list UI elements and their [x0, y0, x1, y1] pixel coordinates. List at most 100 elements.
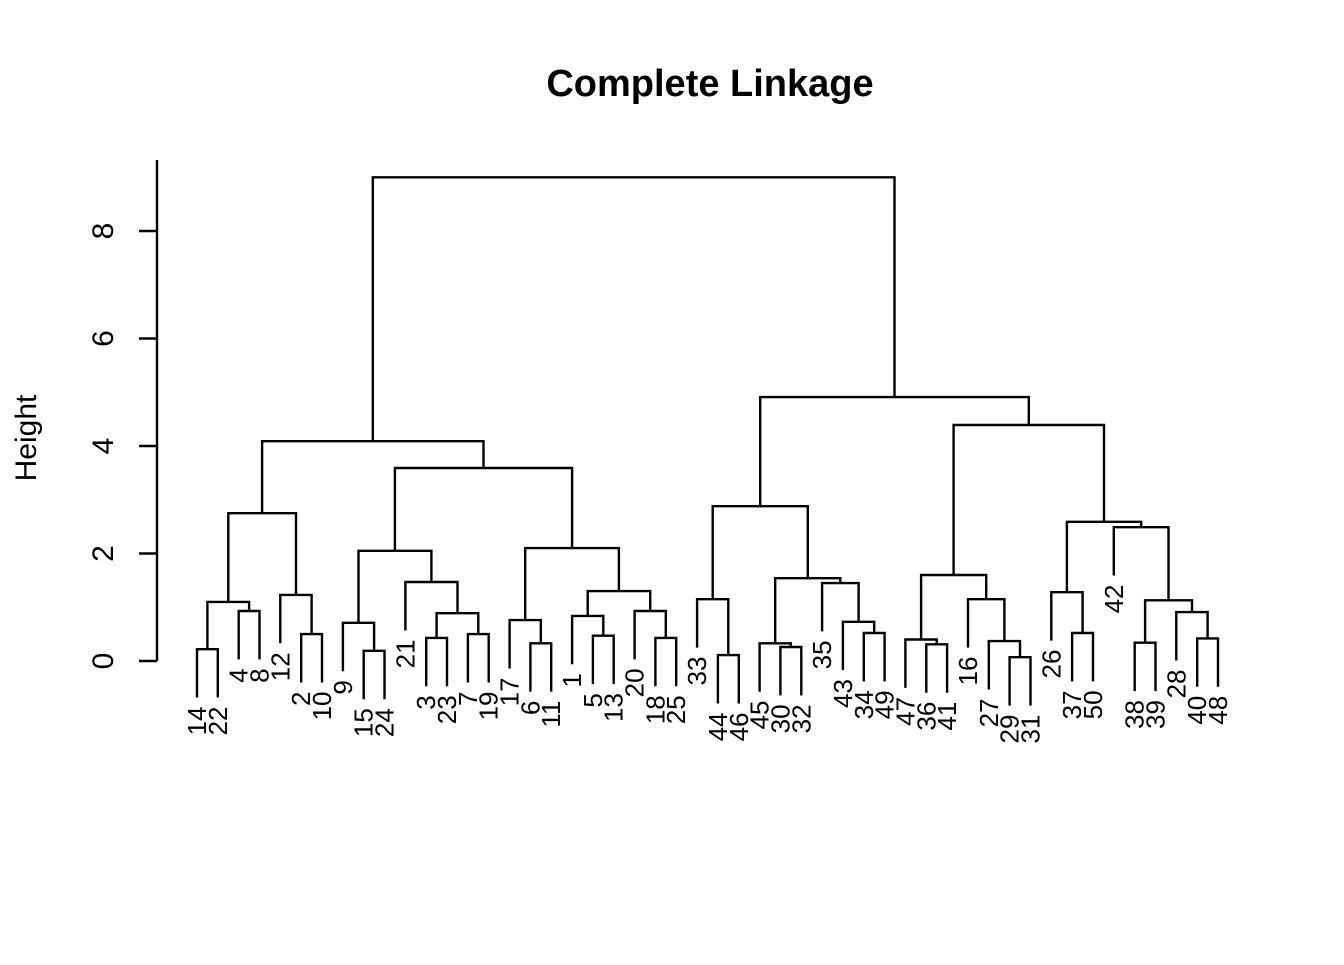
leaf-label-12: 12 — [265, 652, 295, 681]
dendrogram-branch — [570, 614, 605, 665]
y-axis-title: Height — [10, 394, 43, 481]
dendrogram-branch — [466, 632, 490, 683]
leaf-label-23: 23 — [432, 695, 462, 724]
leaf-label-35: 35 — [807, 640, 837, 669]
dendrogram-branch — [195, 648, 219, 698]
leaf-label-36: 36 — [911, 702, 941, 731]
chart-title: Complete Linkage — [546, 63, 873, 105]
leaf-label-17: 17 — [495, 678, 525, 707]
dendrogram-branch — [952, 423, 1106, 575]
dendrogram-branch — [1196, 637, 1220, 687]
leaf-label-14: 14 — [182, 707, 212, 736]
leaf-label-7: 7 — [453, 692, 483, 706]
leaf-label-30: 30 — [765, 704, 795, 733]
leaf-label-38: 38 — [1120, 700, 1150, 729]
leaf-label-28: 28 — [1161, 670, 1191, 699]
y-axis-tick-label-6: 6 — [87, 330, 120, 347]
leaf-label-4: 4 — [224, 668, 254, 682]
dendrogram-branch — [841, 620, 876, 671]
leaf-label-9: 9 — [328, 680, 358, 694]
dendrogram-branch — [237, 609, 261, 660]
leaf-label-5: 5 — [578, 693, 608, 707]
dendrogram-branch — [1050, 591, 1084, 641]
y-axis: 0 2 4 6 8 — [87, 160, 159, 670]
dendrogram-branch — [591, 634, 615, 685]
dendrogram-branch — [404, 580, 459, 631]
dendrogram-branch — [820, 581, 860, 632]
dendrogram-branch — [759, 395, 1030, 507]
dendrogram-branch — [529, 642, 553, 692]
dendrogram-branch — [1008, 656, 1032, 706]
dendrogram-branch — [1112, 526, 1170, 601]
y-axis-tick-label-0: 0 — [87, 653, 120, 670]
dendrogram-branch — [508, 618, 542, 669]
dendrogram-branch — [1065, 520, 1143, 593]
leaf-label-42: 42 — [1099, 585, 1129, 614]
leaf-label-18: 18 — [640, 695, 670, 724]
leaf-label-45: 45 — [745, 701, 775, 730]
leaf-label-22: 22 — [203, 707, 233, 736]
leaf-label-37: 37 — [1057, 690, 1087, 719]
leaf-label-44: 44 — [703, 713, 733, 742]
dendrogram-branch — [586, 589, 652, 616]
y-axis-tick-label-2: 2 — [87, 545, 120, 562]
leaf-label-46: 46 — [724, 713, 754, 742]
leaf-label-10: 10 — [307, 692, 337, 721]
leaf-label-40: 40 — [1182, 696, 1212, 725]
leaf-label-47: 47 — [890, 697, 920, 726]
dendrogram-branch — [862, 631, 886, 682]
leaf-label-11: 11 — [536, 701, 566, 728]
leaf-label-1: 1 — [557, 673, 587, 687]
y-axis-tick-label-4: 4 — [87, 438, 120, 455]
dendrogram-branch — [919, 573, 988, 640]
leaf-label-33: 33 — [682, 657, 712, 686]
dendrogram-branch — [524, 546, 621, 621]
dendrogram-branch — [925, 643, 949, 693]
leaf-label-13: 13 — [599, 693, 629, 722]
leaf-label-6: 6 — [515, 701, 545, 715]
leaf-label-19: 19 — [474, 692, 504, 721]
dendrogram-branch — [371, 176, 896, 442]
dendrogram-branch — [341, 621, 376, 672]
leaf-label-15: 15 — [349, 708, 379, 737]
dendrogram-branch — [774, 577, 842, 644]
leaf-label-16: 16 — [953, 657, 983, 686]
leaf-label-24: 24 — [370, 708, 400, 737]
leaf-label-21: 21 — [390, 639, 420, 668]
dendrogram-branches — [195, 176, 1220, 706]
dendrogram-branch — [716, 653, 740, 704]
leaf-label-48: 48 — [1203, 696, 1233, 725]
leaf-label-29: 29 — [995, 715, 1025, 744]
dendrogram-branch — [435, 612, 480, 638]
dendrogram-branch — [1070, 631, 1095, 682]
dendrogram-branch — [393, 466, 574, 551]
leaf-label-2: 2 — [286, 692, 316, 706]
dendrogram-branch — [633, 609, 667, 660]
leaf-label-26: 26 — [1036, 650, 1066, 679]
leaf-label-31: 31 — [1016, 715, 1046, 744]
dendrogram-branch — [1133, 641, 1157, 692]
dendrogram-branch — [904, 638, 938, 688]
dendrogram-branch — [1143, 599, 1194, 643]
dendrogram-branch — [206, 600, 251, 650]
dendrogram-branch — [357, 549, 433, 623]
dendrogram-branch — [711, 505, 809, 600]
leaf-label-25: 25 — [661, 695, 691, 724]
leaf-label-27: 27 — [974, 699, 1004, 728]
dendrogram-branch — [966, 598, 1006, 648]
dendrogram-branch — [1175, 610, 1209, 661]
dendrogram-branch — [654, 636, 678, 687]
leaf-label-49: 49 — [870, 690, 900, 719]
dendrogram-branch — [279, 593, 313, 644]
dendrogram-branch — [260, 440, 485, 514]
leaf-label-50: 50 — [1078, 690, 1108, 719]
dendrogram-branch — [695, 598, 730, 656]
dendrogram-branch — [362, 649, 386, 700]
dendrogram-branch — [227, 512, 298, 602]
leaf-labels: 1422481221091524213237191761115132018253… — [182, 585, 1233, 744]
leaf-label-39: 39 — [1141, 700, 1171, 729]
dendrogram-branch — [758, 642, 792, 692]
leaf-label-43: 43 — [828, 679, 858, 708]
